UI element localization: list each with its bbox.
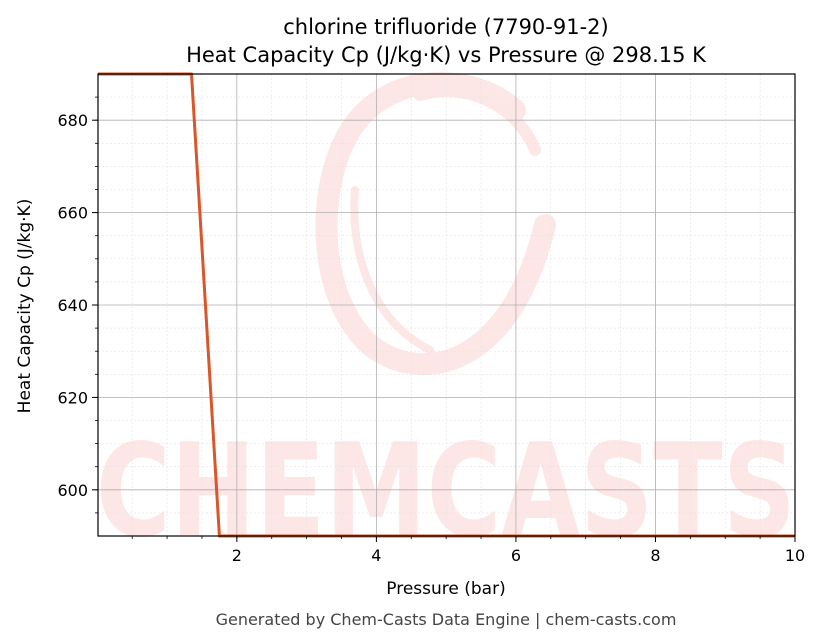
chart-subtitle: Heat Capacity Cp (J/kg·K) vs Pressure @ … [186, 43, 707, 67]
chart-title: chlorine trifluoride (7790-91-2) [283, 15, 608, 39]
y-tick-label: 660 [57, 204, 88, 223]
y-tick-label: 600 [57, 481, 88, 500]
y-axis-ticks: 600 620 640 660 680 [57, 96, 98, 514]
x-tick-label: 2 [232, 546, 242, 565]
y-axis-label: Heat Capacity Cp (J/kg·K) [15, 199, 35, 414]
x-axis-label: Pressure (bar) [386, 579, 505, 599]
footer-credit: Generated by Chem-Casts Data Engine | ch… [216, 610, 677, 629]
x-tick-label: 6 [511, 546, 521, 565]
major-grid [98, 74, 796, 536]
y-tick-label: 640 [57, 296, 88, 315]
y-tick-label: 620 [57, 388, 88, 407]
watermark-logo-icon [315, 71, 556, 375]
x-tick-label: 4 [371, 546, 381, 565]
y-tick-label: 680 [57, 111, 88, 130]
x-axis-ticks: 2 4 6 8 10 [131, 536, 805, 565]
x-tick-label: 10 [785, 546, 805, 565]
x-tick-label: 8 [650, 546, 660, 565]
